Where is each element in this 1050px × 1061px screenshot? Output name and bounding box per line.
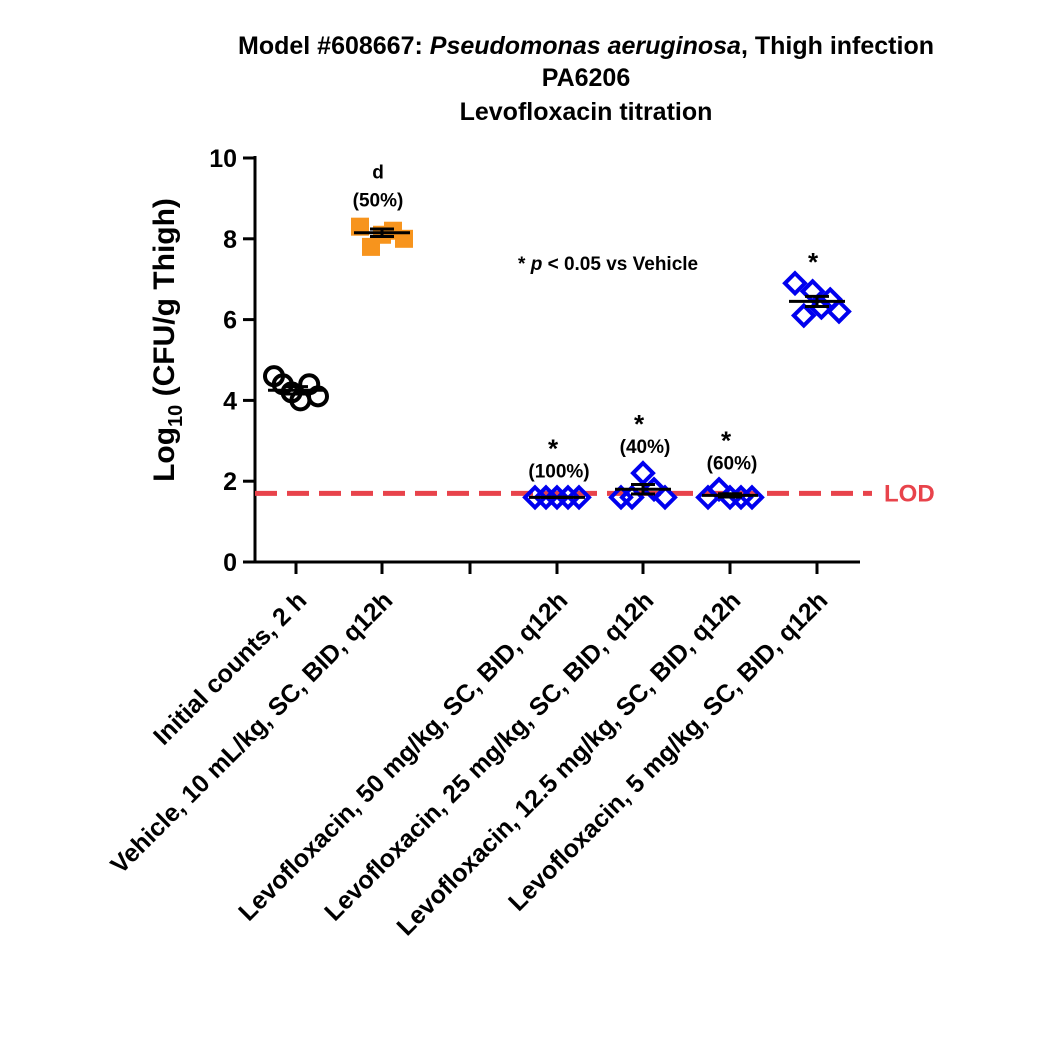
data-point-5-3: [808, 294, 835, 321]
y-axis-title-subscript: 10: [165, 405, 187, 427]
title-part-2-0: Levofloxacin titration: [460, 98, 713, 126]
annotation-pct-1: (100%): [528, 461, 589, 482]
y-axis-title-prefix: Log: [148, 427, 181, 482]
title-line-2: Levofloxacin titration: [460, 98, 713, 126]
data-point-2-4: [566, 484, 592, 511]
title-line-0: Model #608667: Pseudomonas aeruginosa, T…: [238, 32, 934, 60]
annotation-mark-3: *: [721, 425, 732, 455]
x-category-label-0: Initial counts, 2 h: [148, 586, 312, 750]
axes: [243, 156, 860, 574]
y-tick-label-4: 4: [223, 387, 237, 415]
y-tick-label-0: 0: [223, 549, 237, 577]
x-category-label-3: Levofloxacin, 50 mg/kg, SC, BID, q12h: [233, 586, 573, 926]
y-axis-label: Log10 (CFU/g Thigh): [148, 198, 187, 482]
annotation-pct-0: (50%): [353, 191, 404, 212]
data-point-5-1: [790, 302, 817, 329]
annotation-mark-4: *: [808, 247, 819, 277]
title-part-1-0: PA6206: [542, 64, 631, 92]
note-rest: < 0.05 vs Vehicle: [542, 254, 698, 275]
lod-reference: LOD: [255, 480, 935, 507]
y-tick-label-10: 10: [209, 145, 237, 173]
y-axis-title-suffix: (CFU/g Thigh): [148, 198, 181, 405]
title-part-0-1: Pseudomonas aeruginosa: [430, 32, 741, 60]
y-tick-labels: 0 2 4 6 8 10: [209, 145, 237, 577]
annotation-mark-2: *: [634, 409, 645, 439]
data-points: [263, 217, 852, 511]
annotations: (50%)d(100%)* (40%)*(60%)*** p < 0.05 vs …: [353, 163, 819, 483]
mean-sem-bars: [268, 227, 845, 499]
data-point-0-5: [307, 385, 329, 408]
data-point-1-0: [351, 217, 369, 236]
title-part-0-2: , Thigh infection: [741, 32, 934, 60]
data-point-5-0: [782, 270, 808, 297]
y-tick-label-6: 6: [223, 307, 237, 335]
x-category-label-6: Levofloxacin, 5 mg/kg, SC, BID, q12h: [503, 586, 833, 916]
y-tick-label-2: 2: [223, 468, 237, 496]
annotation-mark-0: d: [372, 163, 384, 184]
x-category-label-4: Levofloxacin, 25 mg/kg, SC, BID, q12h: [319, 586, 659, 926]
x-category-label-5: Levofloxacin, 12.5 mg/kg, SC, BID, q12h: [391, 586, 746, 941]
lod-label: LOD: [884, 480, 935, 507]
y-tick-label-8: 8: [223, 226, 237, 254]
y-axis-title: Log10 (CFU/g Thigh): [148, 198, 187, 482]
data-point-3-4: [652, 484, 678, 511]
title-line-1: PA6206: [542, 64, 631, 92]
note-star: *: [518, 254, 531, 275]
chart-title: Model #608667: Pseudomonas aeruginosa, T…: [238, 32, 934, 126]
annotation-pct-3: (60%): [707, 453, 758, 474]
significance-note: * p < 0.05 vs Vehicle: [518, 254, 698, 275]
data-point-1-4: [395, 229, 413, 248]
data-point-3-2: [630, 460, 656, 486]
annotation-mark-1: *: [548, 433, 559, 463]
data-point-5-5: [826, 298, 852, 325]
data-point-4-1: [706, 476, 732, 503]
note-p: p: [530, 254, 543, 275]
annotation-pct-2: (40%): [620, 437, 671, 458]
title-part-0-0: Model #608667:: [238, 32, 430, 60]
